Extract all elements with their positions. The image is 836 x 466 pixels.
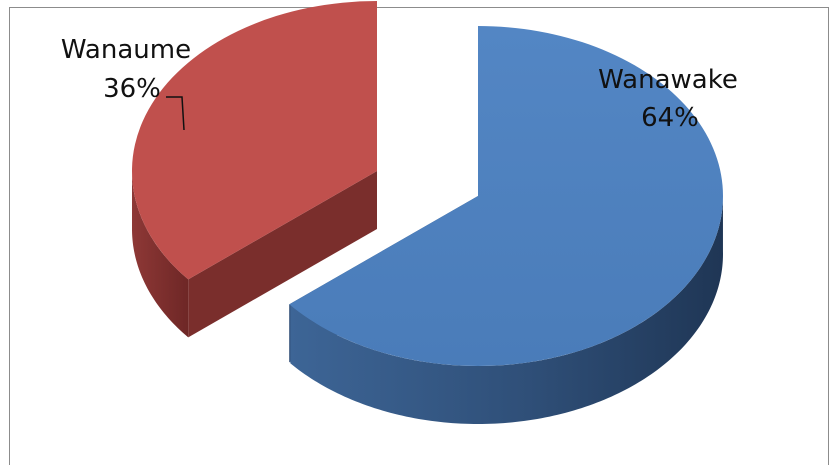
slice-label-wanaume-name: Wanaume	[61, 35, 191, 65]
leader-line-wanaume	[166, 96, 185, 131]
pie-slice-wanawake	[289, 26, 723, 424]
slice-label-wanawake-name: Wanawake	[598, 65, 738, 95]
slice-label-wanawake-percent: 64%	[641, 103, 699, 133]
slice-label-wanaume-percent: 36%	[103, 74, 161, 104]
pie-slice-wanaume	[131, 1, 377, 338]
